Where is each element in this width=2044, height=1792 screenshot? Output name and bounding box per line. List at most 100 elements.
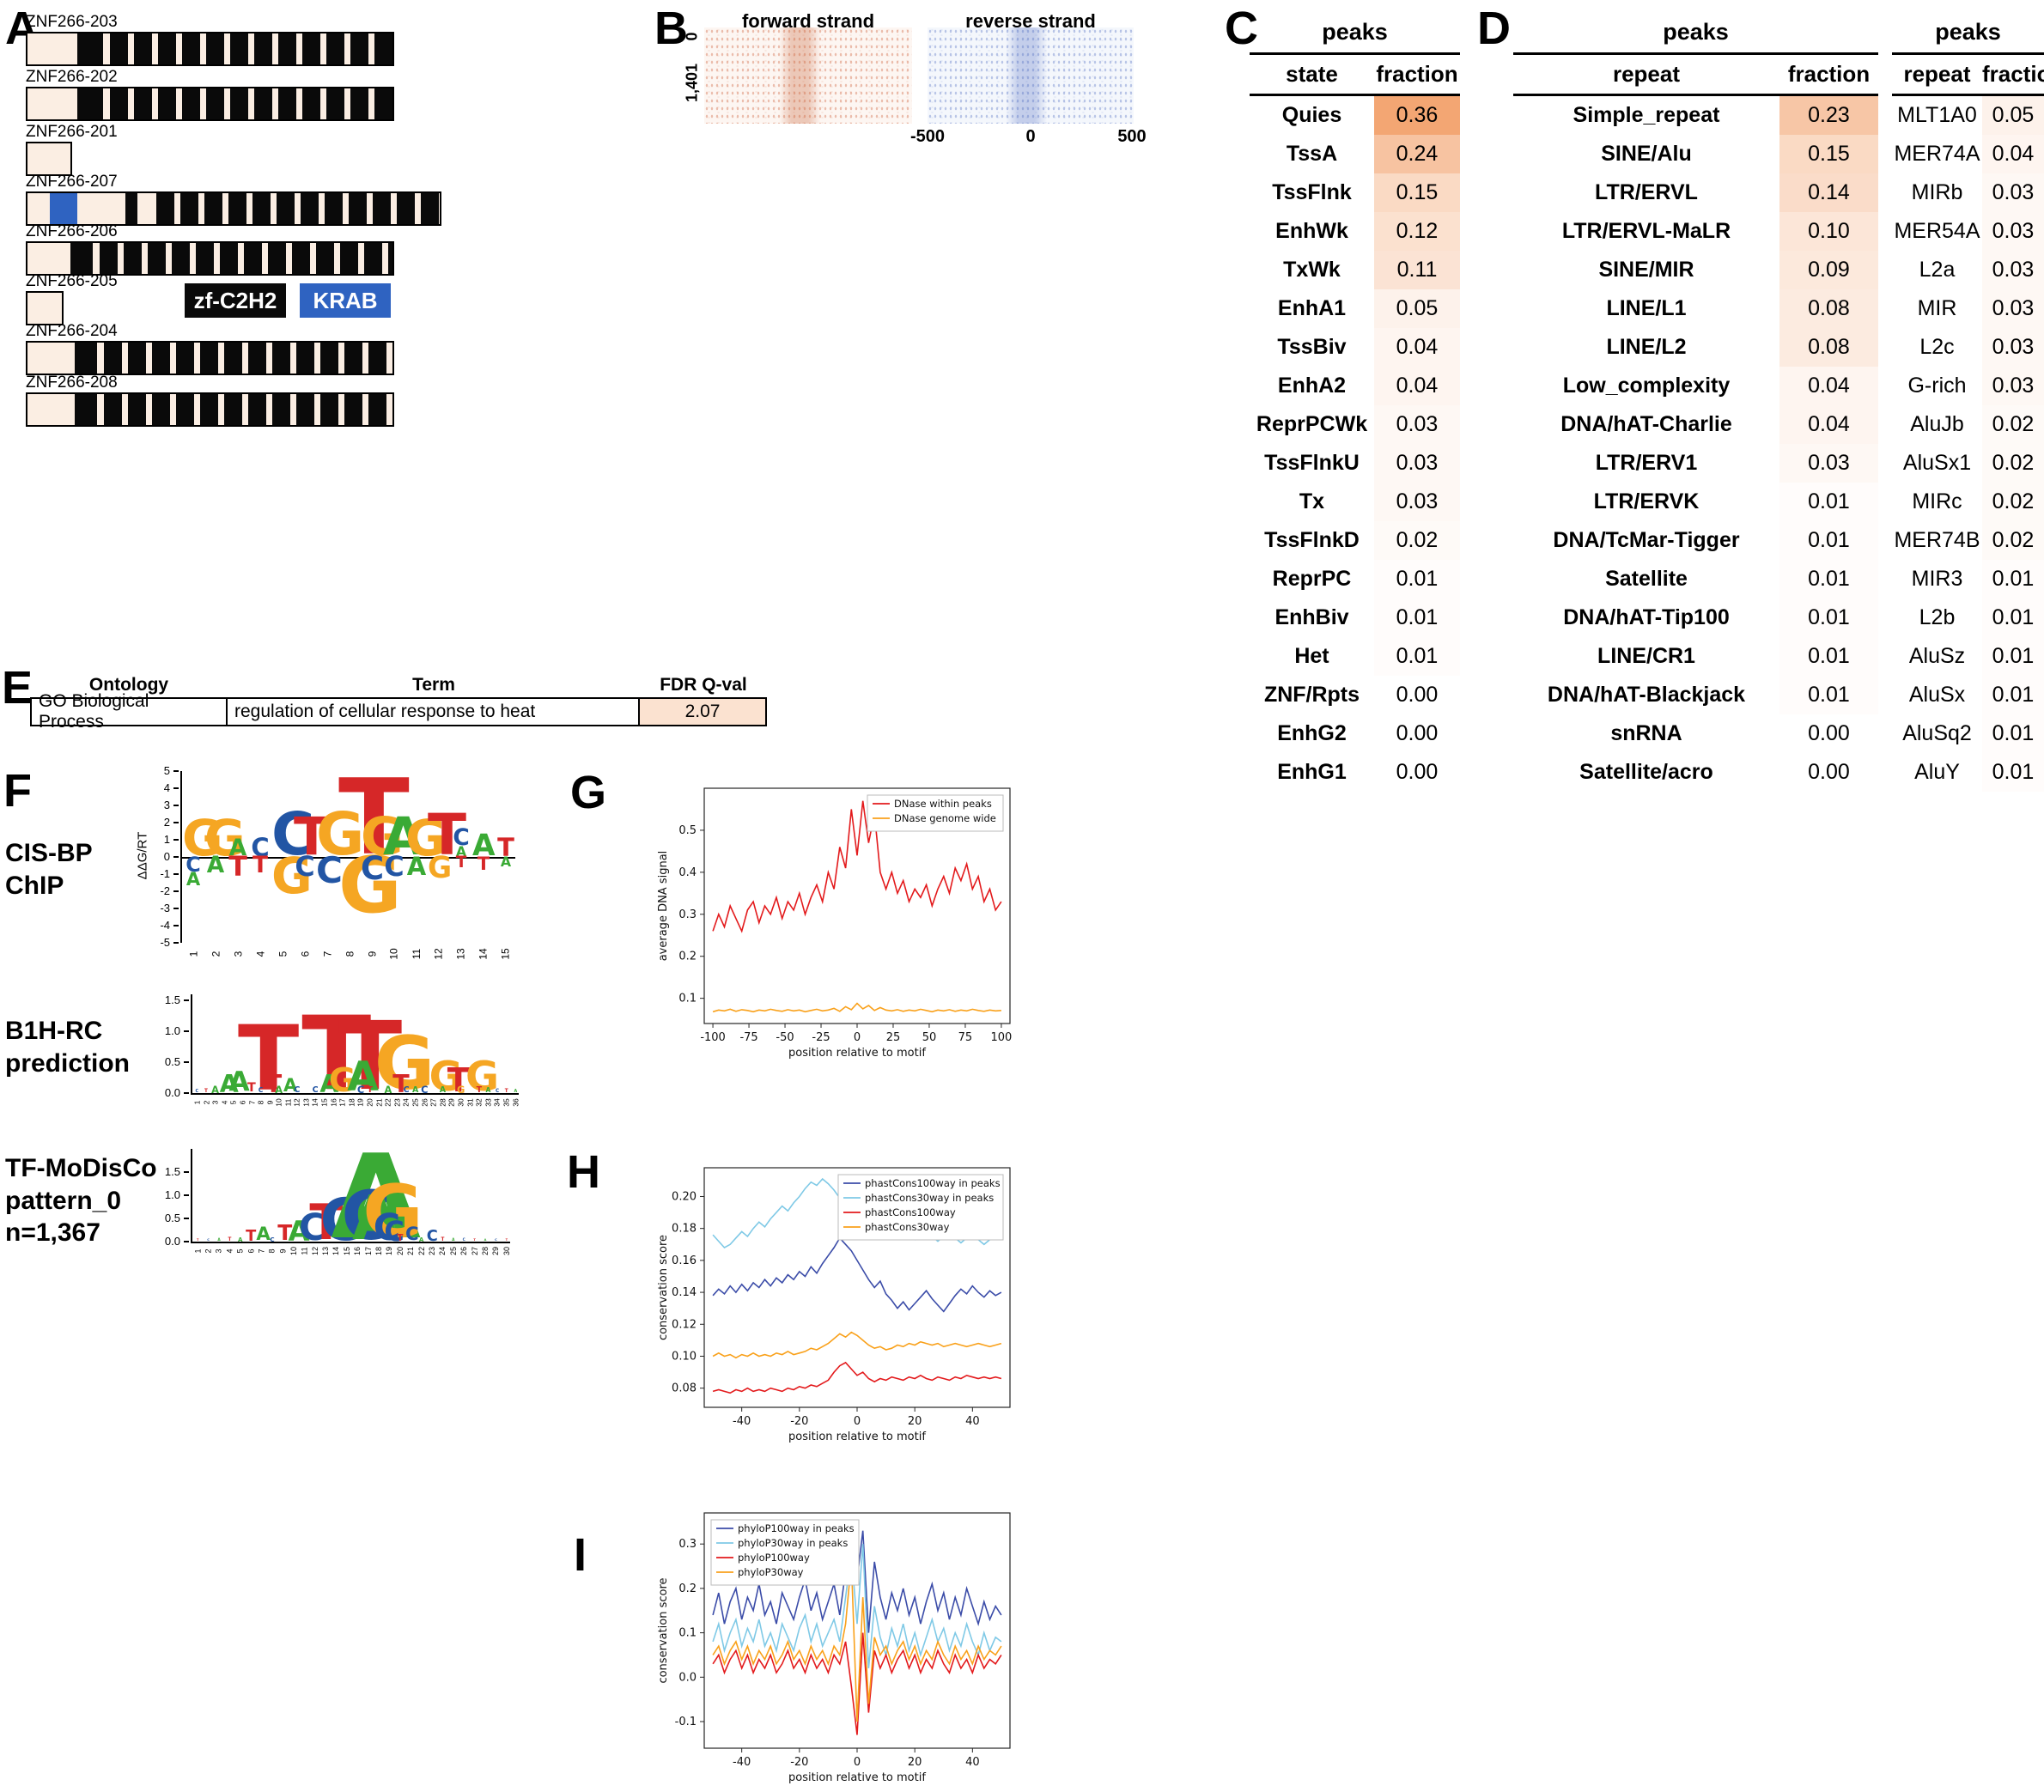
row-label: LINE/CR1 [1597, 644, 1695, 668]
table-row: MIRc 0.02 [1892, 483, 2044, 521]
logo-letter: A [472, 829, 496, 863]
logo-letter: A [455, 843, 467, 860]
row-fraction: 0.00 [1396, 721, 1439, 745]
logo-letter: T [504, 1088, 508, 1094]
row-label: ZNF/Rpts [1263, 683, 1360, 707]
logo-letter: T [476, 1085, 483, 1095]
forward-strand-heatmap [704, 27, 912, 124]
logo-xtick: 9 [265, 1100, 275, 1105]
row-fraction: 0.04 [1374, 328, 1460, 367]
phylop-plot: -40 -20 0 20 40 -0.1 0.0 0.1 0.2 0.3 position rela… [653, 1504, 1022, 1792]
logo-xtick: 12 [310, 1246, 319, 1256]
row-label: AluJb [1910, 412, 1964, 436]
svg-text:average DNA signal: average DNA signal [657, 851, 670, 962]
svg-text:40: 40 [965, 1756, 980, 1769]
table-row: MER54A 0.03 [1892, 212, 2044, 251]
logo-letter: A [288, 1214, 310, 1248]
logo-position: A [347, 994, 379, 1098]
logo-letter: C [312, 1085, 319, 1095]
logo-position: C [384, 1149, 405, 1244]
logo-letter: T [367, 1085, 373, 1095]
logo-ytick: 4 [163, 781, 170, 794]
table-row: DNA/hAT-Tip100 0.01 [1513, 598, 1878, 637]
isoform-segment-k [50, 193, 77, 224]
b-xtick-zero: 0 [1025, 127, 1036, 146]
go-fdr-cell: 2.07 [640, 697, 767, 726]
row-fraction: 0.23 [1779, 96, 1878, 135]
logo-position: A [283, 994, 297, 1095]
row-label: TssFlnkU [1264, 451, 1360, 475]
panel-g-label: G [570, 767, 607, 818]
svg-text:0.1: 0.1 [678, 993, 697, 1005]
svg-text:-100: -100 [700, 1031, 726, 1044]
logo-position: A [438, 994, 447, 1095]
row-fraction: 0.01 [1982, 753, 2044, 792]
svg-text:0.3: 0.3 [678, 908, 697, 921]
table-row: AluSq2 0.01 [1892, 714, 2044, 753]
row-fraction: 0.04 [1374, 367, 1460, 405]
table-row: G-rich 0.03 [1892, 367, 2044, 405]
logo-xtick: 12 [432, 948, 445, 960]
table-row: Het 0.01 [1250, 637, 1460, 676]
table-row: TssFlnkD 0.02 [1250, 521, 1460, 560]
logo-position: T [238, 994, 299, 1104]
row-fraction: 0.10 [1779, 212, 1878, 251]
logo-xtick: 32 [474, 1098, 484, 1107]
svg-text:0.20: 0.20 [672, 1190, 697, 1203]
logo-position: T [277, 1149, 293, 1246]
table-row: LINE/CR1 0.01 [1513, 637, 1878, 676]
logo-position: C [402, 994, 411, 1095]
logo-xtick: 23 [427, 1246, 436, 1256]
table-row: EnhA2 0.04 [1250, 367, 1460, 405]
table-row: LTR/ERVL 0.14 [1513, 173, 1878, 212]
row-fraction: 0.12 [1374, 212, 1460, 251]
logo-xtick: 34 [493, 1098, 502, 1107]
table-row: EnhG1 0.00 [1250, 753, 1460, 792]
b-xtick-minus500: -500 [909, 127, 946, 146]
isoform-bar [26, 241, 394, 276]
logo-letter: T [447, 1061, 470, 1100]
svg-text:position relative to motif: position relative to motif [788, 1771, 926, 1784]
row-label: MIRb [1911, 180, 1963, 204]
row-fraction: 0.14 [1779, 173, 1878, 212]
repeat-family-table: peaks repeat fraction Simple_repeat 0.23 SINE… [1513, 17, 1878, 792]
svg-text:phastCons100way in peaks: phastCons100way in peaks [865, 1177, 1001, 1189]
logo-ytick: 0.5 [164, 1212, 180, 1224]
svg-text:0.08: 0.08 [672, 1382, 697, 1395]
logo-position: T [475, 994, 484, 1095]
svg-text:0: 0 [854, 1031, 861, 1044]
logo-letter: T [473, 1238, 476, 1242]
logo-letter: T [277, 1220, 293, 1246]
logo-letter: C [195, 1089, 199, 1094]
row-fraction: 0.09 [1779, 251, 1878, 289]
logo-xtick: 7 [321, 951, 333, 957]
logo-position: T [224, 1149, 234, 1242]
row-label: SINE/Alu [1601, 142, 1692, 166]
logo-xtick: 19 [385, 1246, 394, 1256]
row-label: SINE/MIR [1598, 258, 1694, 282]
svg-text:-40: -40 [733, 1756, 751, 1769]
chromatin-state-table: peaks state fraction Quies 0.36 TssA 0.24 TssFl… [1250, 17, 1460, 792]
logo-letter: C [186, 853, 201, 877]
isoform-bar [26, 291, 64, 325]
isoform-bar [26, 32, 394, 66]
logo-position: A [480, 1149, 490, 1242]
logo-position: G [465, 994, 499, 1098]
svg-text:0.5: 0.5 [678, 824, 697, 837]
isoform-bar [26, 142, 72, 176]
logo-xtick: 7 [246, 1100, 256, 1105]
domain-legend: zf-C2H2 KRAB [185, 283, 391, 318]
logo-letter: G [362, 1170, 423, 1256]
svg-text:-25: -25 [812, 1031, 830, 1044]
isoform-segment-u [27, 33, 77, 64]
row-label: Tx [1299, 489, 1325, 513]
logo-position: T [192, 1149, 203, 1242]
logo-xtick: 9 [366, 951, 378, 957]
logo-xtick: 22 [383, 1098, 392, 1107]
row-label: MER74B [1894, 528, 1980, 552]
logo-letter: A [500, 853, 512, 870]
svg-text:conservation score: conservation score [657, 1235, 670, 1340]
svg-text:25: 25 [886, 1031, 901, 1044]
svg-text:0.12: 0.12 [672, 1318, 697, 1331]
